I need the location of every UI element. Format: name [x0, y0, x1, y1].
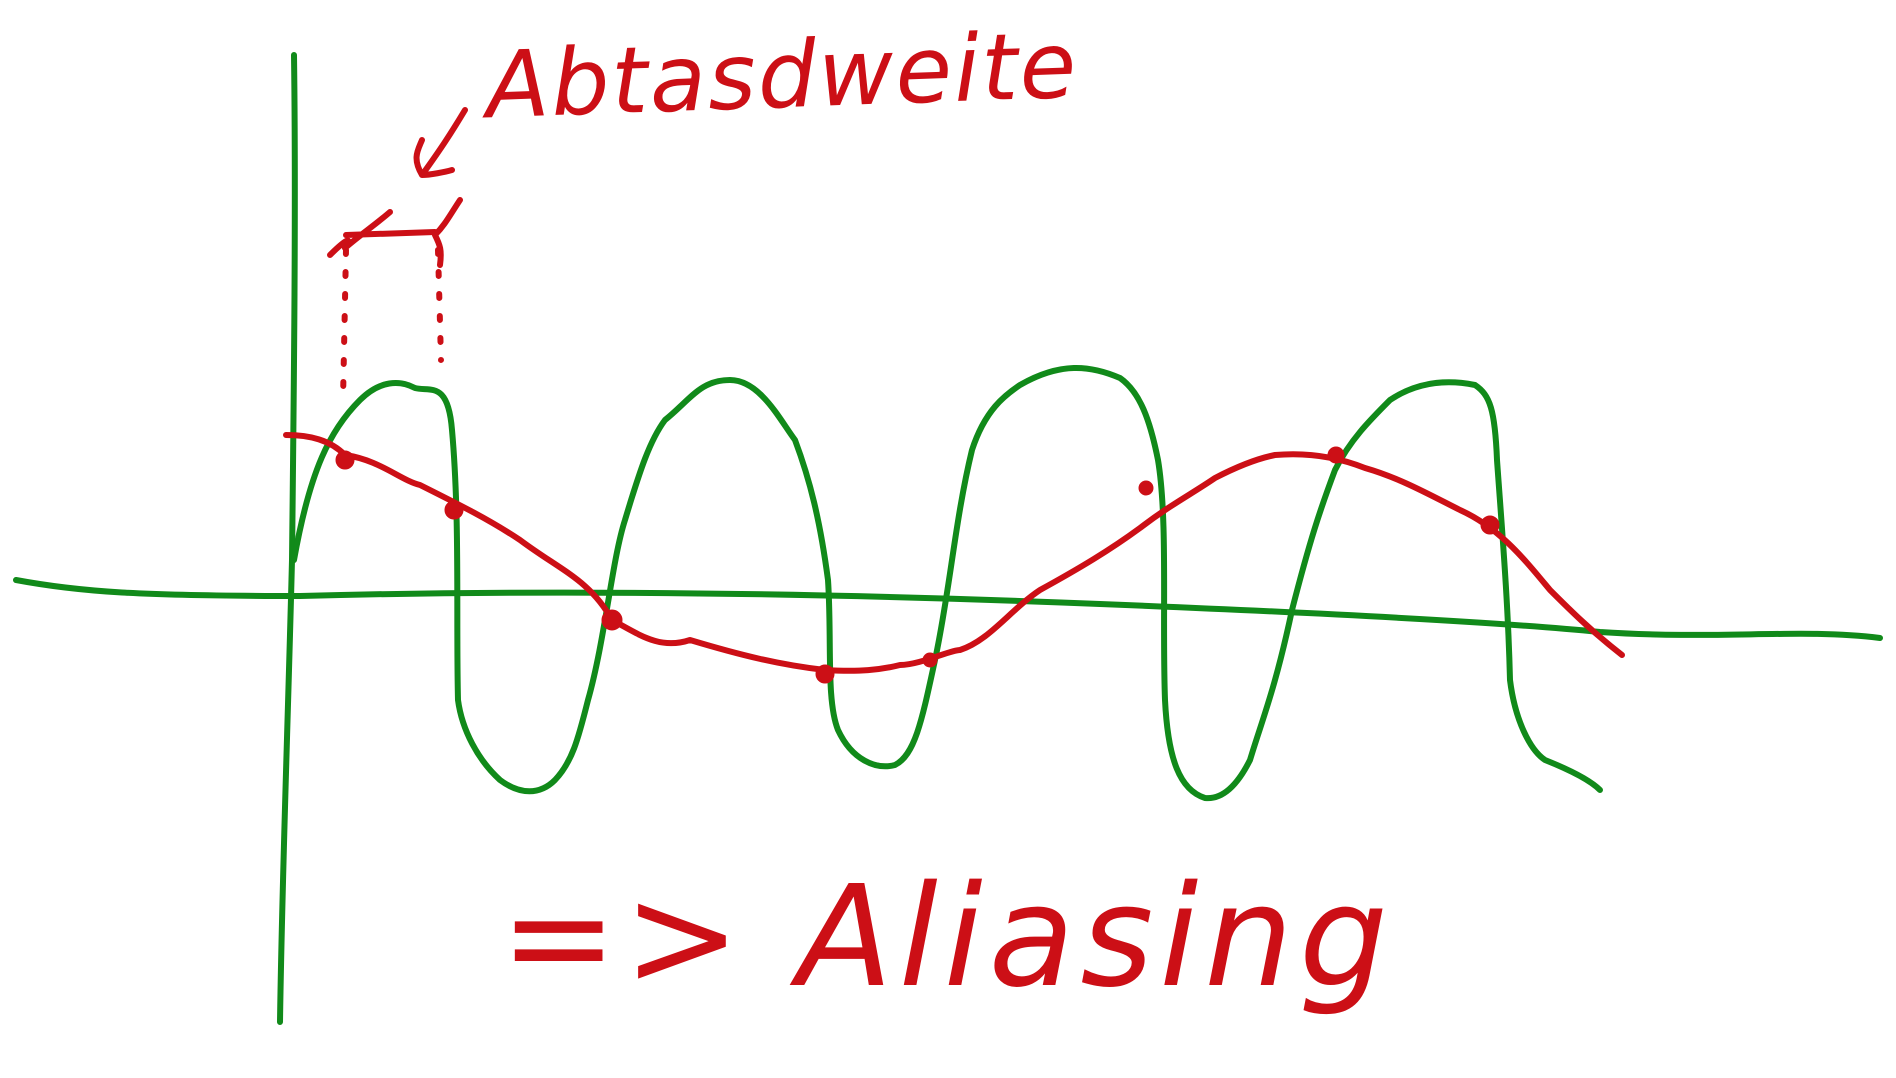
left-dotted-line: [340, 247, 349, 403]
sampling-width-marker: [327, 107, 468, 403]
sample-point: [922, 652, 938, 668]
sample-point: [335, 450, 355, 470]
sample-point: [444, 500, 464, 520]
sample-point: [815, 664, 835, 684]
pointer-arrow: [413, 107, 468, 178]
aliasing-label: => Aliasing: [500, 856, 1394, 1019]
right-arrow-head: [432, 197, 463, 268]
sample-point: [601, 609, 623, 631]
sample-point: [1138, 480, 1154, 496]
vertical-axis: [277, 52, 298, 1025]
right-dotted-line: [435, 247, 444, 363]
original-signal: [291, 364, 1603, 802]
sample-points: [335, 446, 1500, 684]
sample-point: [1327, 446, 1345, 464]
horizontal-axis: [13, 577, 1883, 641]
sample-point: [1480, 515, 1500, 535]
sampling-width-label: Abtasdweite: [484, 11, 1080, 140]
left-arrow-head: [327, 209, 393, 258]
aliased-signal: [283, 432, 1625, 674]
